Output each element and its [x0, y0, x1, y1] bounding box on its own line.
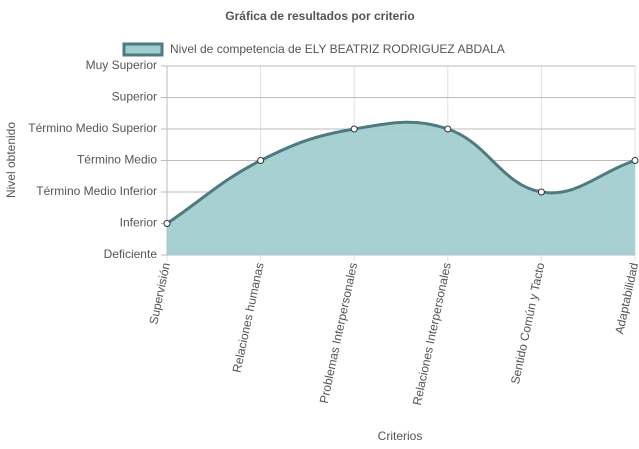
point — [444, 125, 452, 133]
x-axis-title: Criterios — [378, 429, 423, 443]
y-tick-label: Término Medio Superior — [28, 121, 157, 135]
line — [166, 120, 636, 225]
y-tick-label: Muy Superior — [86, 58, 157, 72]
x-tick-label: Adaptabilidad — [612, 261, 639, 335]
chart-title: Gráfica de resultados por criterio — [225, 9, 414, 23]
y-tick-label: Inferior — [120, 216, 157, 230]
x-tick-label: Relaciones Interpersonales — [410, 261, 454, 406]
point — [537, 188, 545, 196]
x-tick-label: Sentido Común y Tacto — [508, 261, 548, 385]
y-tick-label: Superior — [112, 90, 157, 104]
point — [163, 220, 171, 227]
x-tick-label: Relaciones humanas — [230, 261, 267, 374]
point — [257, 157, 265, 164]
y-axis-title: Nivel obtenido — [4, 122, 18, 198]
point — [350, 125, 358, 133]
point — [631, 157, 639, 164]
x-tick-label: Problemas Interpersonales — [317, 261, 361, 404]
x-tick-label: Supervisión — [146, 261, 173, 325]
legend-swatch — [122, 42, 164, 57]
y-tick-label: Término Medio Inferior — [36, 184, 157, 198]
y-tick-label: Término Medio — [77, 153, 157, 167]
y-tick-label: Deficiente — [104, 247, 158, 261]
legend-label: Nivel de competencia de ELY BEATRIZ RODR… — [170, 42, 505, 56]
area — [167, 122, 635, 255]
